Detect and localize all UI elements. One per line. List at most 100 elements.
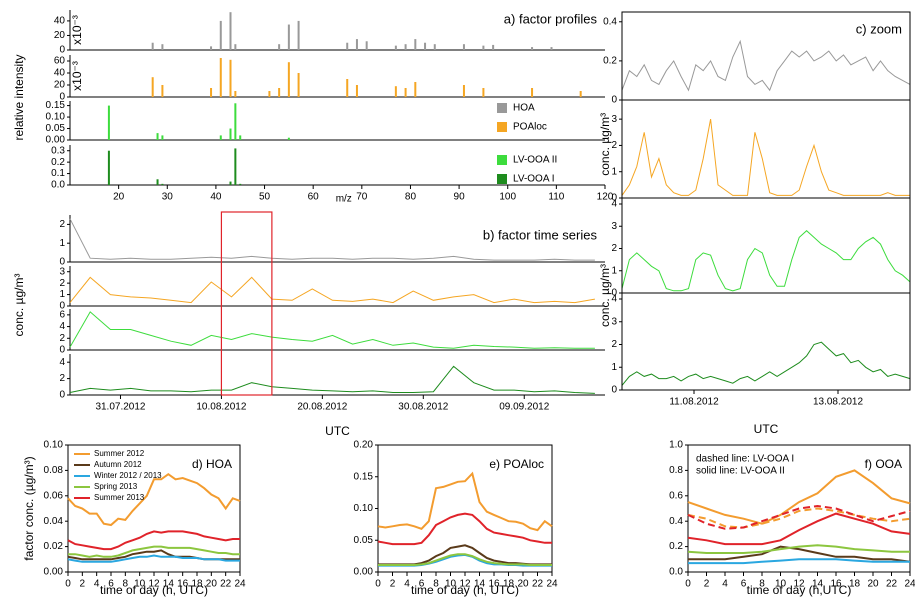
y-tick-label: 0.6 bbox=[669, 490, 683, 501]
bar bbox=[210, 46, 213, 50]
bar bbox=[219, 135, 222, 140]
y-tick-label: 0.15 bbox=[354, 471, 374, 482]
y-tick-label: 0 bbox=[611, 385, 617, 396]
x-tick-label: 20 bbox=[517, 579, 529, 590]
series-line bbox=[378, 553, 552, 566]
bar bbox=[161, 135, 164, 140]
legend-label: Autumn 2012 bbox=[94, 460, 142, 469]
x-tick-label: 24 bbox=[546, 579, 558, 590]
x-tick-label: 8 bbox=[759, 579, 765, 590]
x-tick-label: 12 bbox=[148, 579, 160, 590]
x-tick-label: 16 bbox=[177, 579, 189, 590]
bar bbox=[229, 128, 232, 140]
x-tick-label: 2 bbox=[704, 579, 710, 590]
y-tick-label: 0.04 bbox=[44, 516, 64, 527]
x-tick-label: 70 bbox=[356, 192, 368, 203]
bar bbox=[161, 183, 164, 185]
bar bbox=[365, 41, 368, 50]
bar bbox=[156, 179, 159, 185]
bar bbox=[219, 20, 222, 50]
panel-title: e) POAloc bbox=[489, 457, 544, 471]
x-tick-label: 20.08.2012 bbox=[297, 402, 347, 413]
x-tick-label: 50 bbox=[259, 192, 271, 203]
y-tick-label: 3 bbox=[611, 114, 617, 125]
series-line bbox=[377, 471, 553, 532]
bar bbox=[161, 85, 164, 97]
y-tick-label: 0.02 bbox=[44, 541, 64, 552]
y-tick-label: 2 bbox=[611, 243, 617, 254]
bar bbox=[346, 42, 349, 50]
y-tick-label: 0.2 bbox=[669, 541, 683, 552]
y-tick-label: 40 bbox=[54, 68, 66, 79]
legend-swatch bbox=[497, 155, 507, 165]
series-line bbox=[621, 341, 911, 386]
y-tick-label: 20 bbox=[54, 30, 66, 41]
bar bbox=[355, 85, 358, 97]
bar bbox=[161, 44, 164, 50]
series-line bbox=[621, 230, 911, 292]
x-tick-label: 0 bbox=[375, 579, 381, 590]
bar bbox=[531, 88, 534, 97]
panel-title: b) factor time series bbox=[483, 227, 598, 242]
x-tick-label: 10 bbox=[445, 579, 457, 590]
y-tick-label: 0 bbox=[59, 390, 65, 401]
y-tick-label: 0.8 bbox=[669, 465, 683, 476]
y-tick-label: 0.10 bbox=[354, 503, 374, 514]
y-tick-label: 3 bbox=[611, 316, 617, 327]
bar bbox=[210, 88, 213, 97]
series-line bbox=[621, 119, 910, 196]
y-tick-label: 3 bbox=[59, 266, 65, 277]
y-tick-label: 2 bbox=[59, 278, 65, 289]
x-axis-label: m/z bbox=[336, 194, 352, 205]
x-axis-label: time of day (h,UTC) bbox=[747, 583, 852, 597]
series-line bbox=[687, 507, 911, 529]
y-tick-label: 0.4 bbox=[603, 16, 617, 27]
x-tick-label: 22 bbox=[220, 579, 232, 590]
bar bbox=[107, 150, 110, 185]
bar bbox=[297, 20, 300, 50]
bar bbox=[492, 44, 495, 50]
y-tick-label: 4 bbox=[611, 294, 617, 305]
x-tick-label: 30.08.2012 bbox=[398, 402, 448, 413]
annotation: solid line: LV-OOA II bbox=[696, 466, 785, 477]
x-tick-label: 22 bbox=[532, 579, 544, 590]
legend-label: HOA bbox=[513, 103, 535, 114]
y-tick-label: 2 bbox=[59, 219, 65, 230]
x-tick-label: 16 bbox=[488, 579, 500, 590]
bar bbox=[346, 79, 349, 97]
frame bbox=[67, 444, 241, 573]
bar bbox=[229, 181, 232, 185]
y-tick-label: 0.4 bbox=[669, 516, 683, 527]
x-tick-label: 6 bbox=[108, 579, 114, 590]
scale-label: x10⁻³ bbox=[70, 61, 84, 91]
x-tick-label: 10 bbox=[775, 579, 787, 590]
y-tick-label: 1 bbox=[611, 265, 617, 276]
y-axis-label: conc. µg/m³ bbox=[12, 274, 26, 337]
y-axis-label: relative intensity bbox=[12, 54, 26, 140]
series-line bbox=[688, 558, 910, 565]
bar bbox=[531, 47, 534, 50]
bar bbox=[234, 103, 237, 140]
x-tick-label: 4 bbox=[404, 579, 410, 590]
bar bbox=[394, 45, 397, 50]
y-tick-label: 0.05 bbox=[354, 535, 374, 546]
y-tick-label: 4 bbox=[611, 199, 617, 210]
bar bbox=[239, 183, 242, 185]
x-axis-label: time of day (h, UTC) bbox=[100, 583, 208, 597]
series-line bbox=[687, 544, 910, 554]
bar bbox=[234, 44, 237, 50]
series-line bbox=[68, 545, 240, 558]
y-tick-label: 2 bbox=[59, 333, 65, 344]
series-line bbox=[69, 311, 595, 349]
y-tick-label: 6 bbox=[59, 309, 65, 320]
bar bbox=[268, 91, 271, 97]
panel-title: c) zoom bbox=[856, 21, 902, 36]
bar bbox=[462, 44, 465, 50]
legend-label: Summer 2012 bbox=[94, 449, 145, 458]
x-tick-label: 2 bbox=[390, 579, 396, 590]
bar bbox=[234, 148, 237, 185]
x-tick-label: 0 bbox=[685, 579, 691, 590]
series-line bbox=[687, 512, 911, 546]
y-tick-label: 2 bbox=[59, 373, 65, 384]
x-tick-label: 24 bbox=[234, 579, 246, 590]
